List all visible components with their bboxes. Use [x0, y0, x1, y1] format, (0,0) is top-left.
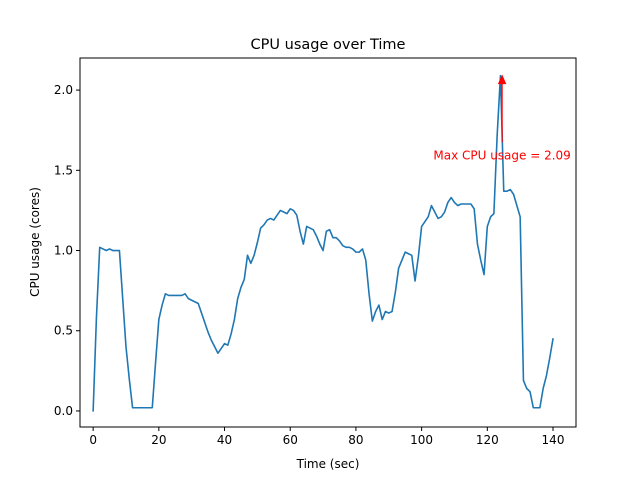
- x-tick-label: 80: [348, 433, 363, 447]
- y-axis-ticks: 0.0 0.5 1.0 1.5 2.0: [54, 83, 80, 418]
- chart-title: CPU usage over Time: [251, 37, 406, 53]
- x-tick-label: 100: [410, 433, 433, 447]
- x-tick-label: 20: [151, 433, 166, 447]
- x-tick-label: 140: [542, 433, 565, 447]
- y-tick-label: 1.5: [54, 163, 73, 177]
- series-line-0: [92, 74, 554, 412]
- annotations: Max CPU usage = 2.09: [433, 74, 571, 162]
- y-tick-label: 0.0: [54, 404, 73, 418]
- max-usage-annotation: Max CPU usage = 2.09: [433, 148, 570, 162]
- plot-area: [92, 74, 554, 412]
- x-axis-label: Time (sec): [296, 457, 360, 471]
- x-tick-label: 60: [283, 433, 298, 447]
- axes-frame: [79, 57, 577, 428]
- annotation-arrow-head: [497, 74, 507, 85]
- y-tick-label: 0.5: [54, 324, 73, 338]
- y-tick-label: 2.0: [54, 83, 73, 97]
- x-tick-label: 0: [89, 433, 97, 447]
- x-tick-label: 40: [217, 433, 232, 447]
- x-tick-label: 120: [476, 433, 499, 447]
- y-tick-label: 1.0: [54, 244, 73, 258]
- y-axis-label: CPU usage (cores): [28, 187, 42, 297]
- x-axis-ticks: 0 20 40 60 80 100 120 140: [89, 427, 564, 447]
